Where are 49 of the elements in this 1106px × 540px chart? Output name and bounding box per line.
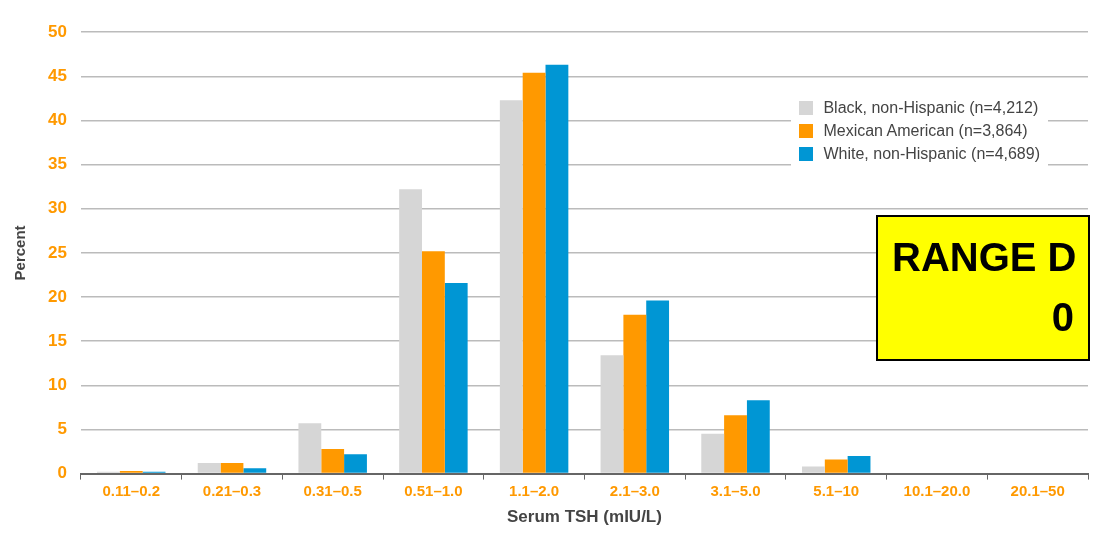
bar xyxy=(824,459,848,473)
legend-label: Black, non-Hispanic (n=4,212) xyxy=(823,98,1039,117)
bar xyxy=(344,454,367,473)
bar xyxy=(545,64,569,473)
bar xyxy=(724,415,747,473)
bar xyxy=(499,100,523,473)
y-tick-label: 50 xyxy=(47,21,67,41)
legend-label: White, non-Hispanic (n=4,689) xyxy=(823,144,1040,163)
y-axis-title: Percent xyxy=(11,225,29,281)
bar xyxy=(321,448,345,473)
x-tick-label: 0.21–0.3 xyxy=(202,481,262,499)
bar xyxy=(421,251,445,473)
bar xyxy=(298,423,322,473)
x-tick-label: 0.31–0.5 xyxy=(303,481,362,499)
x-tick-label: 2.1–3.0 xyxy=(609,481,660,499)
bar xyxy=(399,189,422,473)
x-tick-label: 0.51–1.0 xyxy=(404,481,463,499)
x-tick-label: 20.1–50 xyxy=(1010,481,1065,499)
annotation: RANGE D xyxy=(892,234,1077,281)
x-axis-title: Serum TSH (mIU/L) xyxy=(507,507,662,527)
legend-label: Mexican American (n=3,864) xyxy=(823,121,1028,140)
x-tick-label: 10.1–20.0 xyxy=(903,481,971,499)
bar xyxy=(444,282,468,473)
bar xyxy=(522,72,546,473)
annotation: 0 xyxy=(1050,294,1074,341)
bar xyxy=(243,468,267,473)
y-tick-label: 30 xyxy=(47,198,67,218)
bar xyxy=(701,433,725,473)
x-tick-label: 3.1–5.0 xyxy=(710,481,761,499)
x-tick-label: 5.1–10 xyxy=(813,481,860,499)
bar xyxy=(623,314,647,473)
bar xyxy=(220,463,244,473)
y-tick-label: 20 xyxy=(47,286,67,306)
y-tick-label: 5 xyxy=(57,419,67,439)
y-tick-label: 15 xyxy=(47,330,67,350)
y-tick-label: 25 xyxy=(47,242,67,262)
bar xyxy=(646,300,670,473)
y-tick-label: 0 xyxy=(57,463,67,483)
bar xyxy=(847,455,871,473)
y-tick-label: 40 xyxy=(47,110,67,130)
bar xyxy=(746,400,770,473)
y-tick-label: 10 xyxy=(47,375,67,395)
x-tick-label: 0.11–0.2 xyxy=(102,481,161,499)
x-tick-label: 1.1–2.0 xyxy=(509,481,560,499)
y-tick-label: 35 xyxy=(47,154,67,174)
bar xyxy=(600,355,624,473)
y-tick-label: 45 xyxy=(47,66,67,86)
bar xyxy=(801,466,825,473)
bar xyxy=(197,463,221,473)
